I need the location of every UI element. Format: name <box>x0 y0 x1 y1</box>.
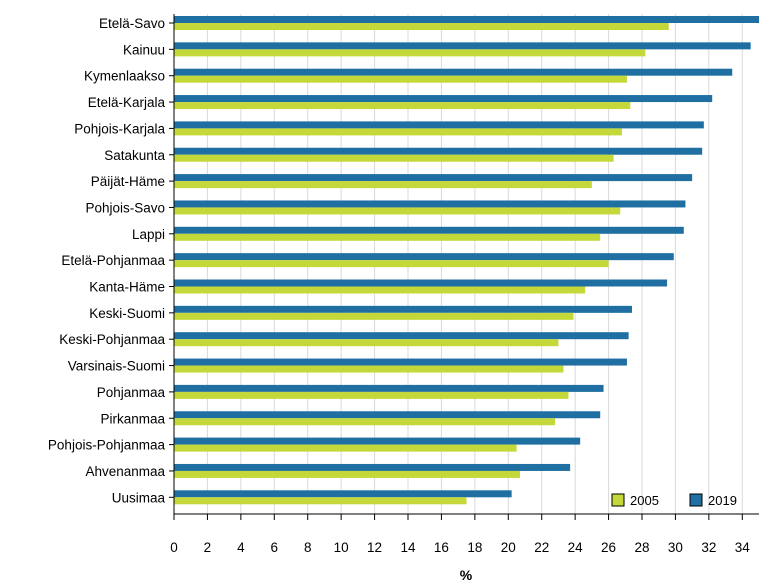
x-tick-label: 12 <box>367 540 382 555</box>
bar-2019 <box>174 279 668 287</box>
bar-2005 <box>174 365 564 373</box>
category-label: Keski-Suomi <box>89 306 165 321</box>
legend: 2005 2019 <box>611 493 737 508</box>
bar-2019 <box>174 463 571 471</box>
category-label: Kymenlaakso <box>84 69 165 84</box>
x-tick-label: 20 <box>501 540 516 555</box>
legend-swatch-2019 <box>689 493 703 507</box>
bar-2005 <box>174 49 646 57</box>
x-tick-label: 14 <box>400 540 416 555</box>
bar-2019 <box>174 305 632 313</box>
x-tick-label: 32 <box>701 540 716 555</box>
category-label: Pohjanmaa <box>97 385 166 400</box>
category-label: Etelä-Savo <box>99 16 165 31</box>
bar-2005 <box>174 23 669 30</box>
bar-2019 <box>174 437 581 445</box>
x-axis: 0 2 4 6 8 10 12 14 16 18 20 22 24 26 28 30 32 34 <box>170 14 759 555</box>
legend-swatch-2005 <box>611 493 625 507</box>
category-label: Kainuu <box>123 42 165 57</box>
bar-2019 <box>174 121 704 129</box>
x-tick-label: 6 <box>271 540 279 555</box>
bar-2019 <box>174 200 686 208</box>
x-tick-label: 8 <box>304 540 312 555</box>
bar-series <box>174 16 759 505</box>
x-tick-label: 18 <box>467 540 482 555</box>
bar-2019 <box>174 253 674 261</box>
bar-2005 <box>174 470 520 478</box>
x-tick-label: 34 <box>735 540 751 555</box>
bar-2005 <box>174 312 574 320</box>
category-label: Pirkanmaa <box>100 411 165 426</box>
x-tick-label: 16 <box>434 540 449 555</box>
x-tick-label: 4 <box>237 540 245 555</box>
bar-2005 <box>174 128 622 136</box>
bar-2005 <box>174 418 556 426</box>
bar-2019 <box>174 332 629 340</box>
bar-2005 <box>174 154 614 162</box>
legend-label-2005: 2005 <box>630 493 659 508</box>
category-label: Pohjois-Savo <box>85 200 165 215</box>
x-tick-label: 26 <box>601 540 616 555</box>
category-label: Päijät-Häme <box>91 174 165 189</box>
x-axis-title: % <box>460 567 473 583</box>
category-label: Lappi <box>132 227 165 242</box>
bar-2019 <box>174 42 751 50</box>
bar-2019 <box>174 68 733 76</box>
bar-2005 <box>174 207 621 215</box>
category-label: Satakunta <box>104 148 165 163</box>
bar-2005 <box>174 233 601 241</box>
bar-2019 <box>174 490 512 498</box>
bar-2019 <box>174 384 604 392</box>
bar-2005 <box>174 181 592 189</box>
bar-2019 <box>174 358 627 366</box>
x-tick-label: 2 <box>204 540 212 555</box>
bar-2005 <box>174 75 627 83</box>
bar-2005 <box>174 339 559 347</box>
category-label: Etelä-Karjala <box>88 95 166 110</box>
bar-2019 <box>174 95 713 103</box>
x-tick-label: 22 <box>534 540 549 555</box>
category-label: Pohjois-Karjala <box>74 121 165 136</box>
category-label: Ahvenanmaa <box>85 464 165 479</box>
bar-2019 <box>174 174 693 182</box>
category-label: Keski-Pohjanmaa <box>59 332 165 347</box>
x-tick-label: 0 <box>170 540 178 555</box>
category-label: Kanta-Häme <box>89 280 165 295</box>
x-tick-label: 30 <box>668 540 683 555</box>
category-label: Pohjois-Pohjanmaa <box>48 438 166 453</box>
bar-2005 <box>174 497 467 505</box>
x-tick-label: 10 <box>334 540 349 555</box>
bar-2005 <box>174 286 586 294</box>
x-tick-label: 24 <box>568 540 584 555</box>
category-label: Uusimaa <box>112 490 166 505</box>
category-labels: Etelä-Savo Kainuu Kymenlaakso Etelä-Karjala… <box>48 16 174 505</box>
bar-2005 <box>174 260 609 268</box>
category-label: Varsinais-Suomi <box>68 359 165 374</box>
bar-2005 <box>174 444 517 452</box>
x-tick-label: 28 <box>634 540 649 555</box>
category-label: Etelä-Pohjanmaa <box>61 253 165 268</box>
legend-label-2019: 2019 <box>708 493 737 508</box>
bar-2019 <box>174 411 601 419</box>
bar-2019 <box>174 226 684 234</box>
bar-2019 <box>174 147 703 155</box>
bar-2019 <box>174 16 759 23</box>
bar-2005 <box>174 102 631 110</box>
bar-2005 <box>174 391 569 399</box>
